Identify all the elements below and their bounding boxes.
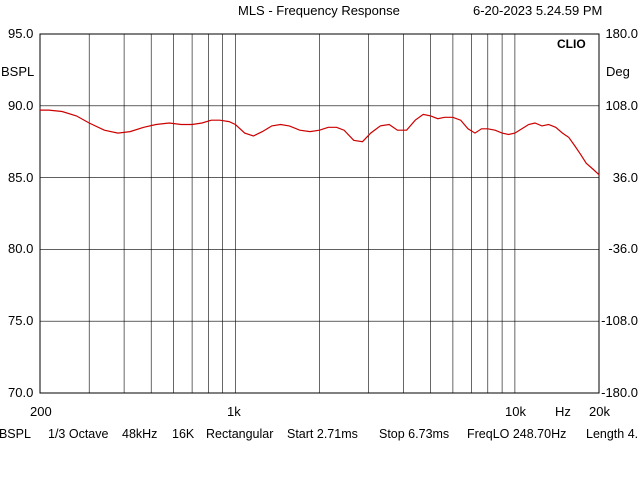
left-axis-unit: BSPL [1,64,35,79]
left-tick-label: 85.0 [8,169,34,185]
left-tick-label: 95.0 [8,26,34,41]
x-tick-label: 200 [30,404,52,419]
plot-frame [39,33,600,394]
frequency-response-line [40,109,600,176]
footer-sample-rate: 48kHz [122,427,158,441]
footer-length: Length 4. [586,427,639,441]
footer-freq-lo: FreqLO 248.70Hz [467,427,567,441]
footer-unit: dBSPL [0,427,31,441]
left-tick-label: 90.0 [8,97,34,113]
x-tick-label: 20k [589,404,610,419]
clio-brand-label: CLIO [557,37,586,51]
right-tick-label: 36.0 [612,169,638,185]
footer-window: Rectangular [206,427,274,441]
footer-stop: Stop 6.73ms [379,427,450,441]
x-tick-label: 10k [505,404,526,419]
footer-start: Start 2.71ms [287,427,358,441]
x-axis-unit-label: Hz [555,404,571,419]
right-tick-label: -36.0 [608,241,638,257]
plot-grid [40,34,599,393]
right-axis-unit: Deg [606,64,630,79]
right-tick-label: 180.0 [605,26,638,41]
left-tick-label: 75.0 [8,313,34,329]
chart-title: MLS - Frequency Response [238,3,400,18]
left-tick-label: 70.0 [8,385,34,400]
footer-fft-size: 16K [172,427,195,441]
left-tick-label: 80.0 [8,241,34,257]
x-tick-label: 1k [227,404,241,419]
right-tick-label: 108.0 [605,97,638,113]
right-tick-label: -108.0 [601,313,638,329]
timestamp: 6-20-2023 5.24.59 PM [473,3,603,18]
right-tick-label: -180.0 [601,385,638,400]
footer-smoothing: 1/3 Octave [48,427,109,441]
